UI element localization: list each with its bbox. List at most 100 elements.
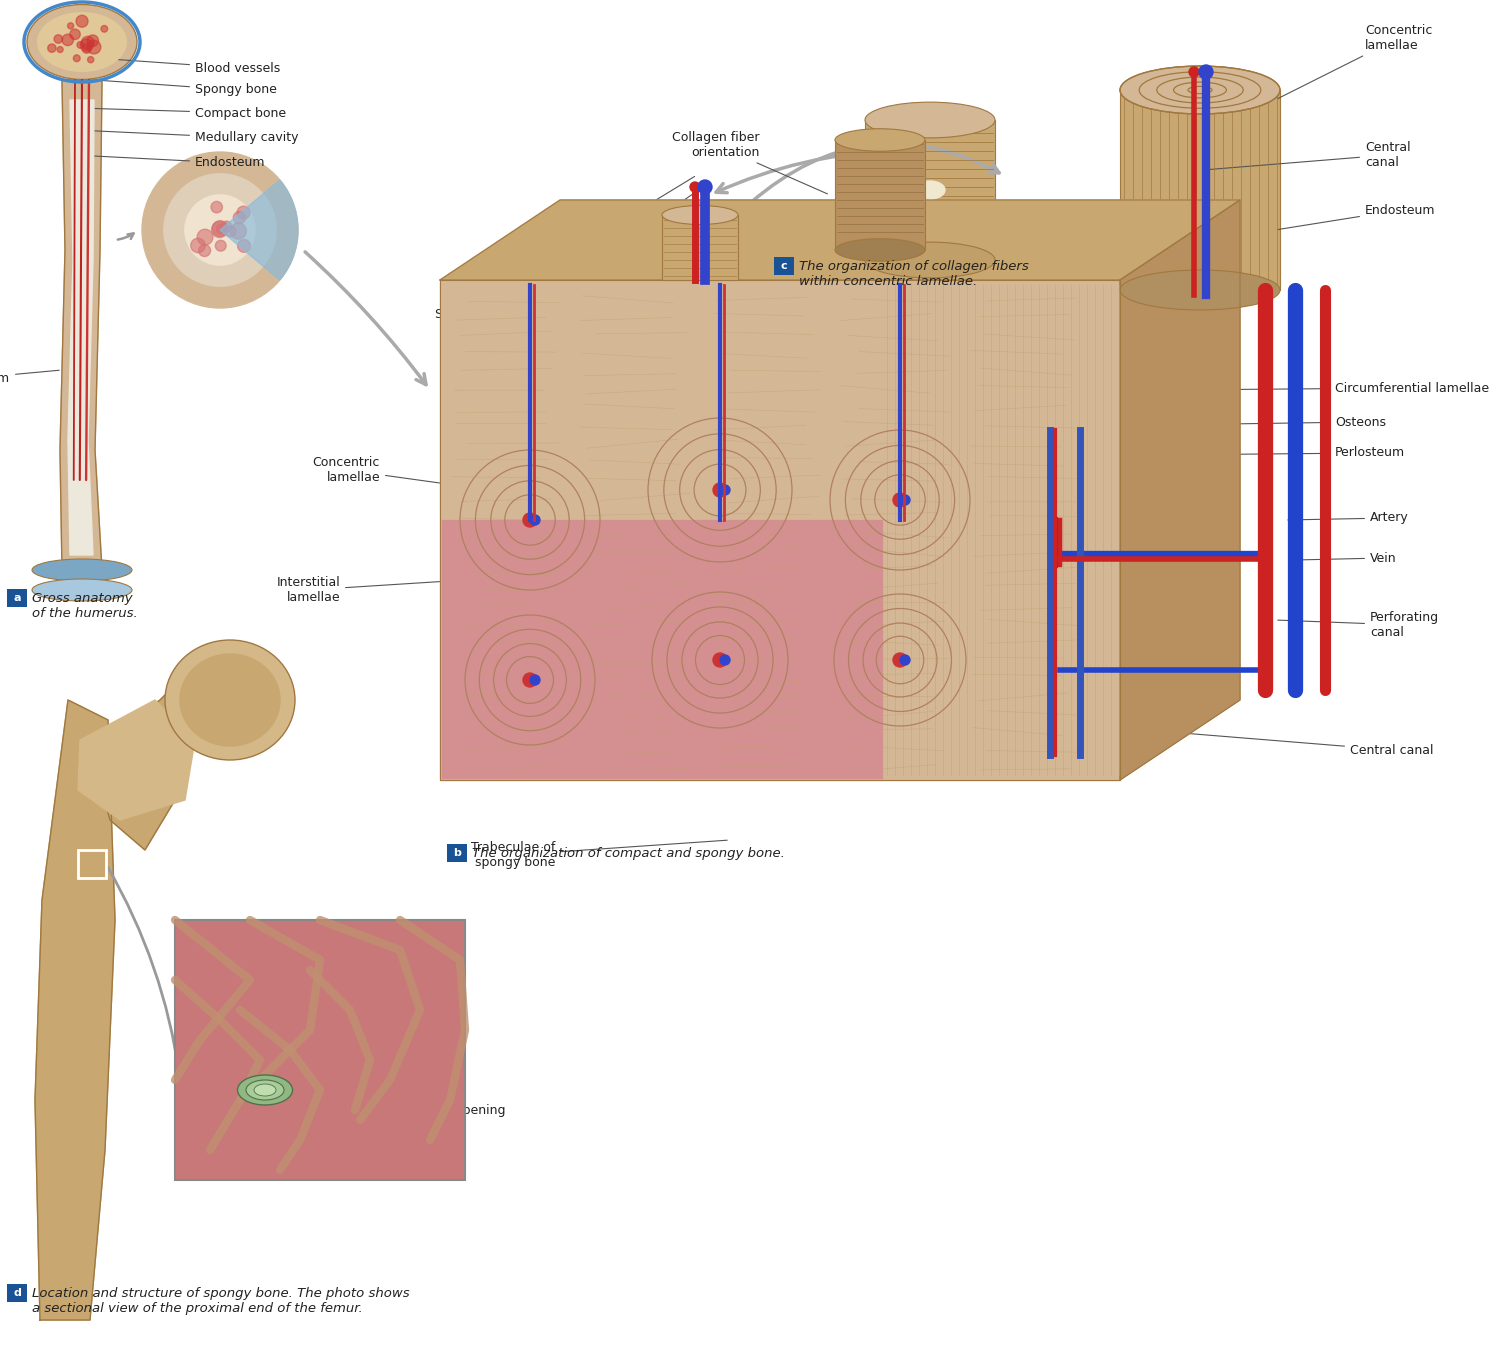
Polygon shape [440,200,1240,280]
Circle shape [70,28,80,39]
Text: Osteons: Osteons [1162,416,1386,428]
FancyBboxPatch shape [774,257,794,275]
Text: Blood vessels: Blood vessels [98,58,280,74]
Bar [836,139,926,250]
Circle shape [54,35,63,43]
Bar [78,850,106,877]
Circle shape [216,240,226,250]
Text: Spongy bone: Spongy bone [98,80,278,96]
Ellipse shape [38,12,128,72]
Ellipse shape [1120,269,1280,310]
Circle shape [690,181,700,192]
Circle shape [222,221,232,232]
Bar [865,121,994,260]
Text: Medullary cavity: Medullary cavity [80,130,298,145]
Circle shape [892,653,908,668]
Wedge shape [220,180,298,280]
Polygon shape [90,680,184,850]
Text: Circumferential lamellae: Circumferential lamellae [1168,382,1490,394]
Ellipse shape [662,206,738,225]
Text: Central
canal: Central canal [1206,141,1410,169]
Circle shape [900,655,910,665]
Circle shape [62,34,74,46]
Circle shape [213,221,228,237]
Text: Capillary: Capillary [446,187,704,352]
Circle shape [68,23,74,28]
Text: Compact bone: Compact bone [81,107,286,119]
Circle shape [198,245,210,256]
Circle shape [142,152,298,307]
Circle shape [164,173,276,286]
Text: Perforating
canal: Perforating canal [1278,611,1438,639]
Text: Central canal: Central canal [1148,730,1434,757]
Circle shape [900,496,910,505]
Text: Endosteum: Endosteum [1278,203,1436,230]
Circle shape [81,37,94,49]
Ellipse shape [165,640,296,760]
Ellipse shape [254,1085,276,1095]
Circle shape [211,202,222,213]
Circle shape [74,56,80,62]
Circle shape [80,39,93,51]
Circle shape [216,225,225,234]
Circle shape [76,42,84,49]
Circle shape [1198,65,1214,79]
Text: Perlosteum: Perlosteum [0,370,58,385]
Ellipse shape [836,129,926,152]
Text: Location and structure of spongy bone. The photo shows
a sectional view of the p: Location and structure of spongy bone. T… [32,1288,410,1315]
Circle shape [87,35,99,46]
Circle shape [48,43,56,53]
FancyBboxPatch shape [447,844,466,862]
Polygon shape [34,700,116,1320]
Text: Endosteum: Endosteum [76,156,266,169]
Text: Canaliculi opening
on surface: Canaliculi opening on surface [268,1104,506,1132]
Ellipse shape [180,654,280,746]
Circle shape [234,211,246,223]
Text: The organization of collagen fibers
within concentric lamellae.: The organization of collagen fibers with… [800,260,1029,288]
Text: Interstitial
lamellae: Interstitial lamellae [276,575,462,604]
Text: Trabeculae of
spongy bone: Trabeculae of spongy bone [471,841,728,869]
Text: Concentric
lamellae: Concentric lamellae [312,456,488,490]
Text: Perlosteum: Perlosteum [1158,447,1406,459]
Text: Trabeculae of
spongy bone: Trabeculae of spongy bone [321,948,462,976]
Text: d: d [13,1288,21,1298]
Circle shape [892,493,908,506]
Text: Lamellae: Lamellae [262,1079,447,1091]
Text: Endosteum: Endosteum [273,1052,460,1064]
Ellipse shape [237,1075,292,1105]
Circle shape [57,46,63,53]
FancyBboxPatch shape [8,589,27,607]
Polygon shape [78,700,195,821]
Ellipse shape [865,242,994,278]
Polygon shape [60,80,102,570]
Circle shape [237,240,250,252]
FancyBboxPatch shape [8,1284,27,1303]
Circle shape [524,513,537,527]
Circle shape [76,15,88,27]
Bar [176,919,465,1179]
Circle shape [190,238,206,253]
Text: a: a [13,593,21,603]
Circle shape [82,45,92,53]
Circle shape [1190,66,1198,77]
Circle shape [211,222,228,237]
Circle shape [225,226,236,237]
Ellipse shape [836,238,926,261]
Text: b: b [453,848,460,858]
Text: Small vein: Small vein [435,176,694,321]
Circle shape [712,483,728,497]
Ellipse shape [865,102,994,138]
Ellipse shape [27,4,136,80]
Ellipse shape [32,580,132,601]
Ellipse shape [915,181,945,199]
Text: Gross anatomy
of the humerus.: Gross anatomy of the humerus. [32,592,138,620]
Polygon shape [442,520,882,779]
Ellipse shape [246,1080,284,1099]
Circle shape [237,206,250,219]
Circle shape [184,195,255,265]
Circle shape [100,26,108,32]
Polygon shape [440,280,1120,780]
Circle shape [196,229,213,245]
Polygon shape [1120,200,1240,780]
Circle shape [524,673,537,686]
